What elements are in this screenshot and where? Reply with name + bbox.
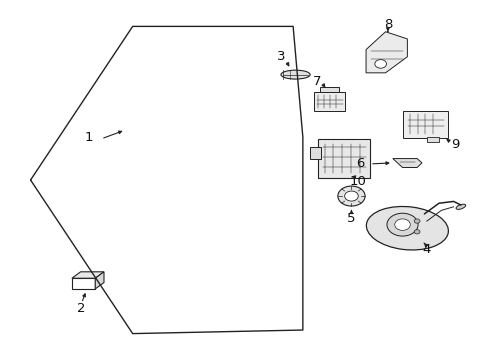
Text: 10: 10 [348,175,366,188]
Polygon shape [72,272,104,278]
Polygon shape [392,158,421,167]
FancyBboxPatch shape [319,87,339,93]
Text: 9: 9 [450,138,458,151]
Text: 7: 7 [312,75,321,88]
Circle shape [344,191,358,201]
Circle shape [337,186,365,206]
Ellipse shape [366,207,447,250]
Text: 5: 5 [346,212,355,225]
Circle shape [413,219,419,223]
Polygon shape [366,32,407,73]
Polygon shape [95,272,104,289]
Ellipse shape [281,70,309,79]
FancyBboxPatch shape [309,147,321,158]
Ellipse shape [455,204,465,210]
Text: 8: 8 [383,18,391,31]
Circle shape [413,230,419,234]
Circle shape [386,213,417,236]
FancyBboxPatch shape [72,278,95,289]
FancyBboxPatch shape [317,139,370,178]
FancyBboxPatch shape [313,92,345,111]
FancyBboxPatch shape [426,137,438,143]
Text: 1: 1 [84,131,93,144]
Circle shape [394,219,409,230]
Text: 2: 2 [77,302,86,315]
Circle shape [374,60,386,68]
Text: 4: 4 [422,243,430,256]
Text: 3: 3 [276,50,285,63]
FancyBboxPatch shape [403,111,447,138]
Text: 6: 6 [355,157,364,170]
